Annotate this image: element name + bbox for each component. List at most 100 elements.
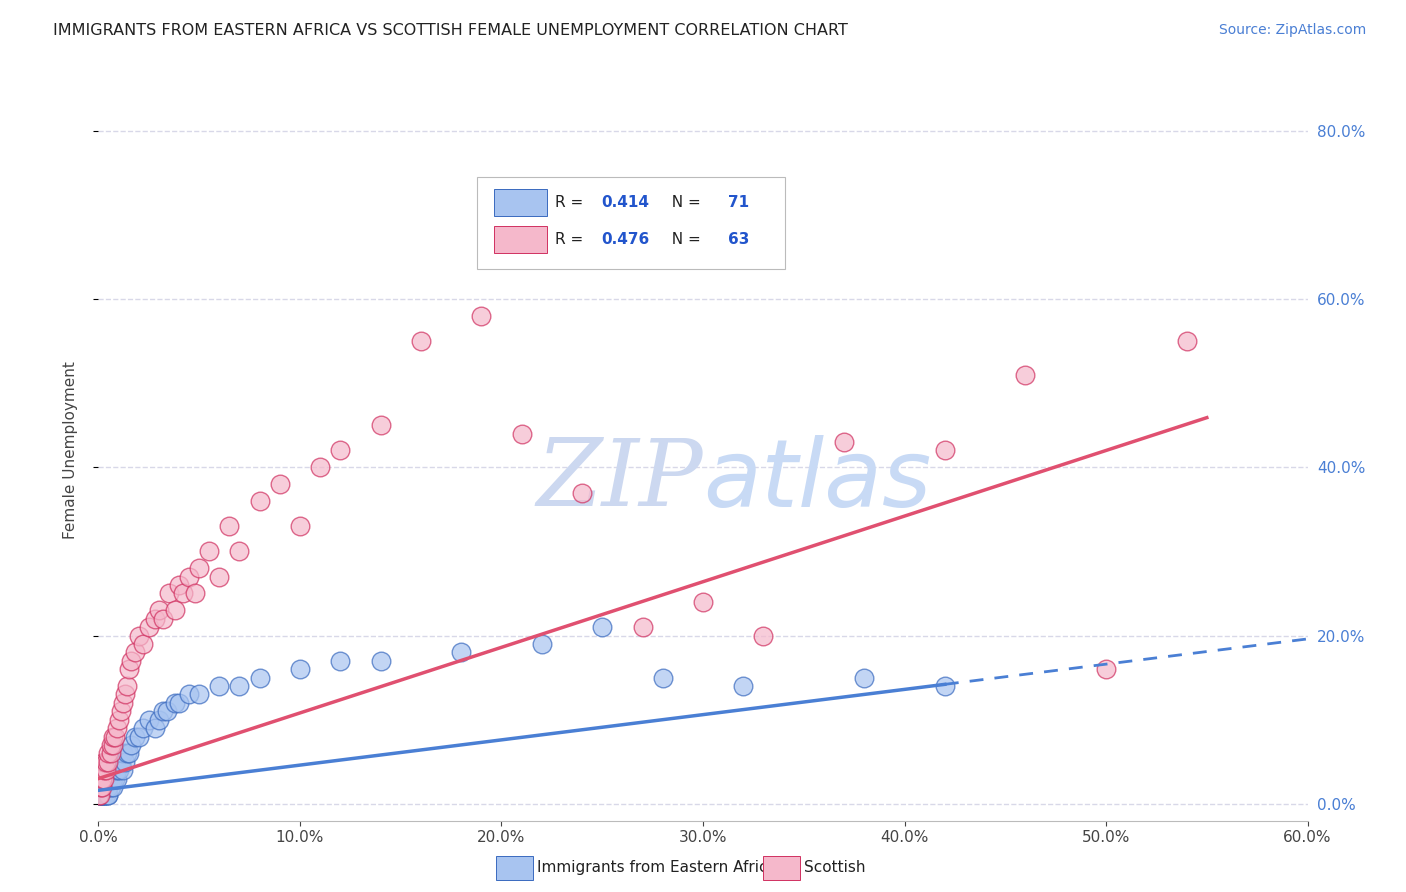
Point [118,747,141,761]
Point [101,738,124,752]
Point [934,443,956,458]
Point [100,738,122,752]
Point [96,789,118,803]
Point [89,789,111,803]
Point [89,789,111,803]
Point [97,772,120,786]
Point [96,780,118,794]
Point [91,772,114,786]
Text: 71: 71 [728,195,749,210]
Point [179,688,201,702]
Point [97,747,120,761]
Point [409,334,432,348]
Point [853,671,876,685]
Point [96,789,118,803]
Point [167,696,190,710]
Point [309,460,332,475]
Point [269,477,291,491]
Text: atlas: atlas [703,434,931,525]
Point [100,747,122,761]
Point [832,435,855,450]
FancyBboxPatch shape [494,189,547,216]
Point [124,730,146,744]
Point [89,789,111,803]
Point [93,755,115,769]
Point [110,704,132,718]
Point [138,620,160,634]
Point [288,519,311,533]
Point [89,789,111,803]
Point [91,780,114,794]
Point [110,755,132,769]
Point [107,755,129,769]
Point [329,443,352,458]
Point [101,780,124,794]
Point [591,620,613,634]
Point [218,519,240,533]
Point [167,578,190,592]
Point [752,628,775,642]
Point [91,789,114,803]
Point [571,485,593,500]
Point [100,780,122,794]
Point [101,772,124,786]
Point [100,772,122,786]
Point [530,637,553,651]
Point [143,721,166,735]
Point [152,612,174,626]
Point [651,671,673,685]
Point [692,595,714,609]
Point [103,763,125,777]
Point [198,544,221,558]
Point [91,772,114,786]
Point [208,569,231,583]
Point [156,704,179,718]
Point [105,721,128,735]
Point [120,654,142,668]
Point [143,612,166,626]
Text: R =: R = [555,232,589,247]
Point [115,747,138,761]
Point [249,671,271,685]
Text: ZIP: ZIP [536,435,703,525]
Point [107,763,129,777]
Point [114,755,136,769]
Point [89,789,111,803]
Point [329,654,352,668]
Point [93,789,115,803]
Point [370,418,392,433]
Text: IMMIGRANTS FROM EASTERN AFRICA VS SCOTTISH FEMALE UNEMPLOYMENT CORRELATION CHART: IMMIGRANTS FROM EASTERN AFRICA VS SCOTTI… [53,23,848,38]
Point [163,696,186,710]
Point [96,772,118,786]
Point [105,772,128,786]
FancyBboxPatch shape [477,177,785,269]
Point [111,763,134,777]
Point [733,679,755,693]
Point [93,772,115,786]
Text: Scottish: Scottish [804,860,866,874]
Point [93,780,115,794]
Point [450,645,472,659]
Point [93,789,115,803]
Point [163,603,186,617]
Point [97,755,120,769]
Point [101,763,124,777]
Point [1095,662,1118,676]
Point [96,755,118,769]
Point [115,679,138,693]
Point [103,730,125,744]
Text: N =: N = [662,195,706,210]
Text: R =: R = [555,195,589,210]
Point [370,654,392,668]
Point [89,789,111,803]
Point [111,696,134,710]
Point [228,679,250,693]
Point [103,755,125,769]
FancyBboxPatch shape [494,227,547,252]
Point [97,780,120,794]
Point [91,789,114,803]
Text: 0.414: 0.414 [602,195,650,210]
Point [118,662,141,676]
Point [188,561,211,575]
Text: 0.476: 0.476 [602,232,650,247]
